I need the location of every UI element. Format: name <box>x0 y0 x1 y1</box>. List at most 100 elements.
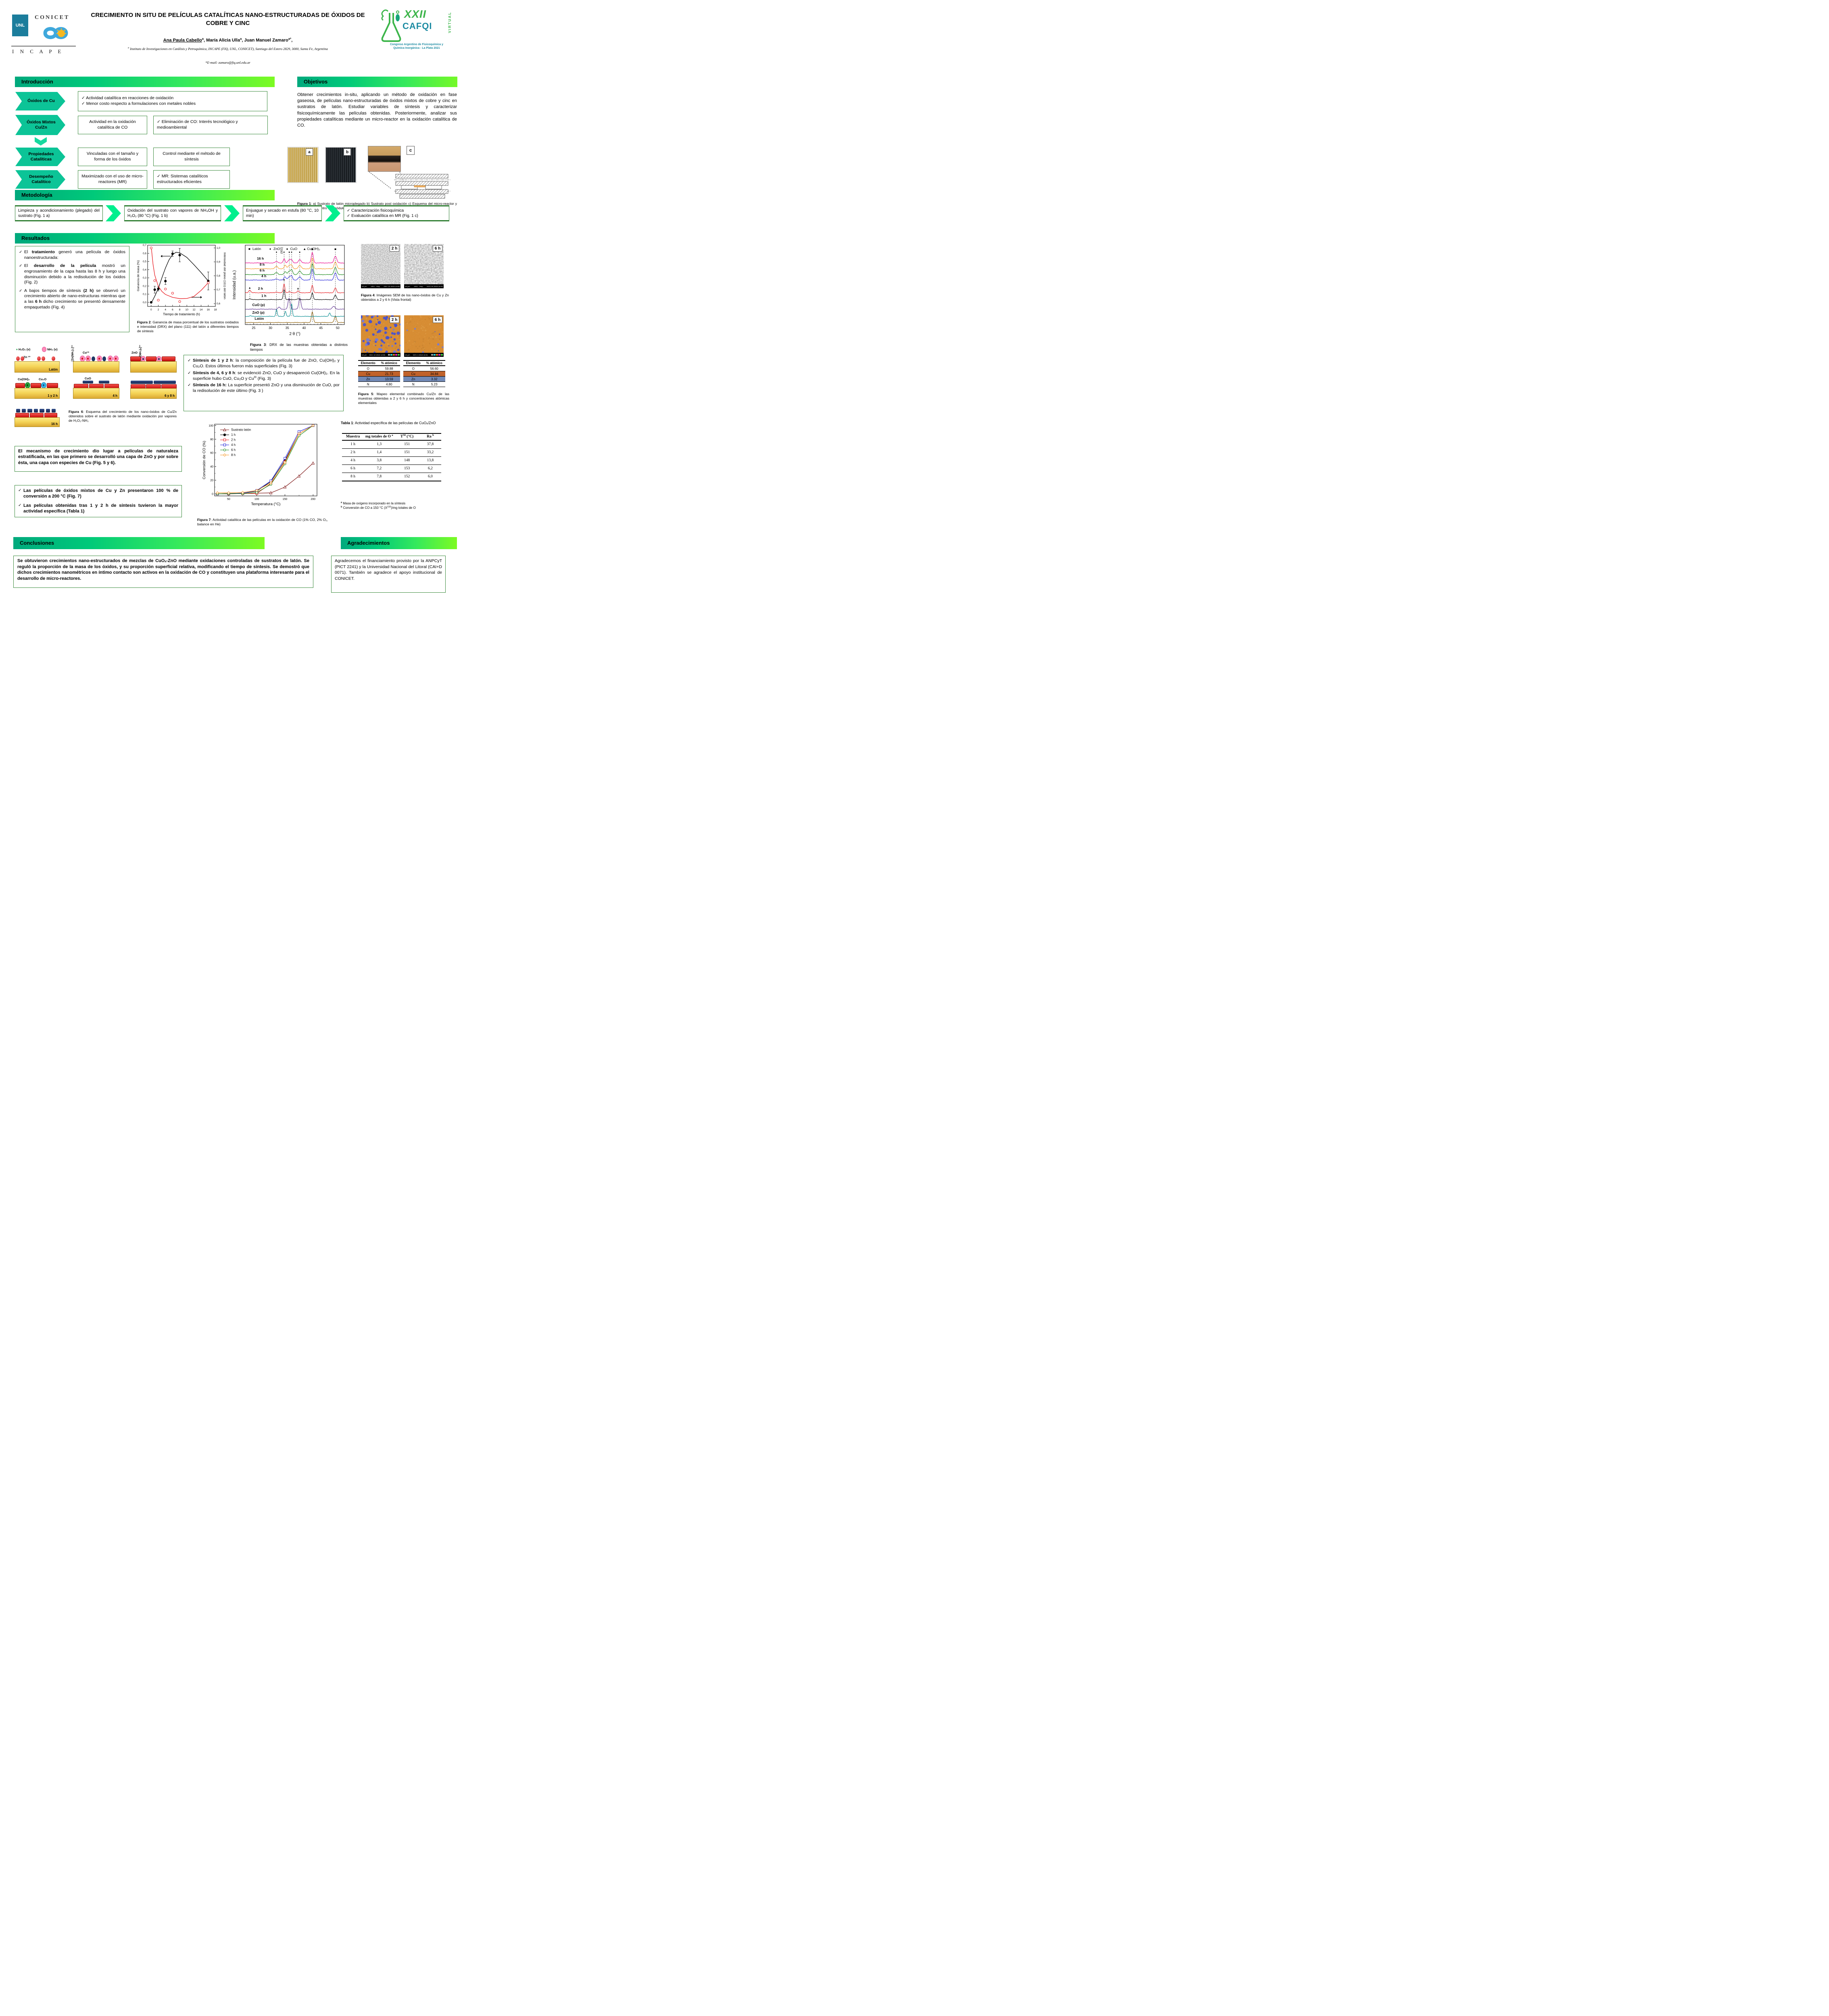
svg-text:Conversión de CO (%): Conversión de CO (%) <box>202 441 206 479</box>
footnote-b: b Conversión de CO a 150 °C (X150)/mg to… <box>341 506 416 510</box>
svg-text:●: ● <box>286 247 288 251</box>
cuoh2-oval <box>25 382 30 388</box>
agradecimientos-box: Agradecemos el financiamiento provisto p… <box>331 556 446 593</box>
fig4-caption: Figura 4: Imágenes SEM de los nano-óxido… <box>361 293 449 302</box>
svg-text:Tiempo de tratamiento (h): Tiempo de tratamiento (h) <box>163 312 200 316</box>
svg-text:60: 60 <box>210 452 213 455</box>
col-header: % atómico <box>423 360 445 366</box>
svg-text:0,1: 0,1 <box>143 293 146 296</box>
fig2-caption: Figura 2: Ganancia de masa porcentual de… <box>137 320 239 333</box>
date-text: DEC 10 2019 13:05 <box>369 354 386 356</box>
zn-complex-oval <box>80 356 85 362</box>
fig6-label-znnh34: [Zn(NH₃)₄]²⁺ <box>71 345 74 361</box>
table-row: 2 h 1,4 151 33,2 <box>342 448 441 457</box>
svg-text:50: 50 <box>336 326 340 330</box>
scalebar-text: 10 μm <box>405 354 410 356</box>
table-row: Cu 34.84 <box>403 371 445 377</box>
fig6-legend-nh3: NH₃ (v) <box>47 348 58 351</box>
table-row: Zn 13.59 <box>358 376 400 382</box>
cuo-layer <box>131 381 153 384</box>
svg-text:0,0: 0,0 <box>143 301 146 304</box>
intro-arrow-desempeno: Desempeño Catalítico <box>15 170 65 189</box>
resultados-bullets-box: ✓ El tratamiento generó una película de ó… <box>15 246 129 332</box>
svg-text:6 h: 6 h <box>231 448 236 452</box>
kv-text: 15kV - Map <box>413 285 423 287</box>
fig1-photo-b <box>325 147 357 183</box>
cu-ion-oval <box>102 356 106 361</box>
fig4-sem-2h-label: 2 h <box>390 245 399 252</box>
cuo-layer <box>154 381 176 384</box>
svg-text:♦: ♦ <box>269 247 271 251</box>
svg-text:Intensidad (u.a.): Intensidad (u.a.) <box>232 270 237 299</box>
fig5-map-6h-infobar: 10 μm NOV 4 2019 15:01 <box>404 353 444 357</box>
method-step-2: Oxidación del sustrato con vapores de NH… <box>124 205 221 221</box>
cu-complex-oval <box>141 356 146 362</box>
fig5-caption: Figura 5: Mapeo elemental combinado Cu/Z… <box>358 392 449 405</box>
zn-ion-oval <box>42 356 45 361</box>
svg-text:0,5: 0,5 <box>143 260 146 263</box>
author-1: Ana Paula Cabello <box>163 38 202 43</box>
objetivos-text: Obtener crecimientos in-situ, aplicando … <box>297 92 457 128</box>
intro-box1-line2: ✓ Menor costo respecto a formulaciones c… <box>81 101 196 106</box>
unl-logo: UNL <box>12 15 28 36</box>
zno-block <box>162 356 175 361</box>
method-step-4-line2: ✓ Evaluación catalítica en MR (Fig. 1 c) <box>347 214 418 218</box>
svg-text:45: 45 <box>319 326 323 330</box>
fig6-label-cuo: CuO <box>85 377 91 380</box>
fig6-label-zn: Zn ²⁺ <box>23 355 31 359</box>
authors-line: Ana Paula Cabelloa, María Alicia Ullaa, … <box>86 37 370 43</box>
col-header: Elemento <box>358 360 378 366</box>
check-icon: ✓ <box>18 488 22 493</box>
svg-text:4 h: 4 h <box>231 443 236 447</box>
section-bar-objetivos: Objetivos <box>297 77 457 87</box>
fig6-label-cu2o: Cu₂O <box>39 377 47 381</box>
section-bar-introduccion: Introducción <box>15 77 275 87</box>
col-header: Elemento <box>403 360 423 366</box>
author-3: , Juan Manuel Zamaro <box>242 38 288 43</box>
svg-text:CuO (p): CuO (p) <box>252 303 265 307</box>
section-bar-resultados: Resultados <box>15 233 275 244</box>
fig1-inset-photo-c <box>368 146 401 172</box>
method-step-4-line1: ✓ Caracterización fisicoquímica <box>347 208 404 213</box>
intro-box-mr-sistemas: ✓ MR: Sistemas catalíticos estructurados… <box>153 170 230 189</box>
svg-text:♦: ♦ <box>291 251 292 254</box>
fig6-caption: Figura 6: Esquema del crecimiento de los… <box>69 410 177 423</box>
cafqi-flask-icon <box>381 9 401 42</box>
fig1-microreactor-diagram <box>394 174 450 199</box>
svg-text:0,7: 0,7 <box>143 244 146 247</box>
fig4-sem-6h: 6 h 10 μm 15kV - Map NOV 04 2019 16:00 <box>404 244 444 288</box>
svg-text:16: 16 <box>207 308 210 311</box>
unl-logo-text: UNL <box>15 23 25 28</box>
affiliation-sup: a <box>128 47 129 50</box>
fig1-label-a: a <box>306 148 313 156</box>
intro-box1-line1: ✓ Actividad catalítica en reacciones de … <box>81 96 174 101</box>
method-chevron-2-icon <box>224 205 240 221</box>
fig6-substrate-4h: 4 h <box>73 388 119 399</box>
fig5-map-6h: 6 h 10 μm NOV 4 2019 15:01 <box>404 315 444 357</box>
svg-text:(002): (002) <box>280 247 283 254</box>
cu2o-oval <box>41 382 46 388</box>
cuo-block <box>83 381 93 383</box>
fig5-map-6h-label: 6 h <box>433 317 442 323</box>
svg-text:2 h: 2 h <box>258 287 263 291</box>
tabla1-footnotes: a Masa de oxígeno incorporado en la sínt… <box>341 502 446 510</box>
svg-text:20: 20 <box>210 479 213 482</box>
logo-divider <box>11 46 76 47</box>
svg-text:Ganancia de masa (%): Ganancia de masa (%) <box>136 260 140 291</box>
peliculas-bullet-2: Las películas obtenidas tras 1 y 2 h de … <box>23 503 178 514</box>
intro-box-maximizado: Maximizado con el uso de micro-reactores… <box>78 170 147 189</box>
zn-ion-oval <box>16 356 20 361</box>
conicet-infinity-icon <box>43 27 68 39</box>
svg-text:Intensidad del plano (111) del: Intensidad del plano (111) del latón <box>223 252 226 299</box>
svg-text:♦: ♦ <box>276 251 277 254</box>
date-text: NOV 4 2019 15:01 <box>413 354 428 356</box>
incape-logo-text: I N C A P E <box>12 48 64 54</box>
col-header-muestra: Muestra <box>342 433 364 441</box>
table-row: 4 h 3,8 148 13,8 <box>342 456 441 465</box>
scalebar-text: 10 μm <box>362 354 367 356</box>
svg-text:▲: ▲ <box>296 287 299 290</box>
fig2-chart: 0 2 4 6 8 10 12 14 16 18 0,0 0,1 0,2 0,3 0,4 0,5 0,6 0,7 0… <box>136 244 226 316</box>
svg-text:4 h: 4 h <box>261 274 266 278</box>
method-step-1: Limpieza y acondicionamiento (plegado) d… <box>15 205 103 221</box>
